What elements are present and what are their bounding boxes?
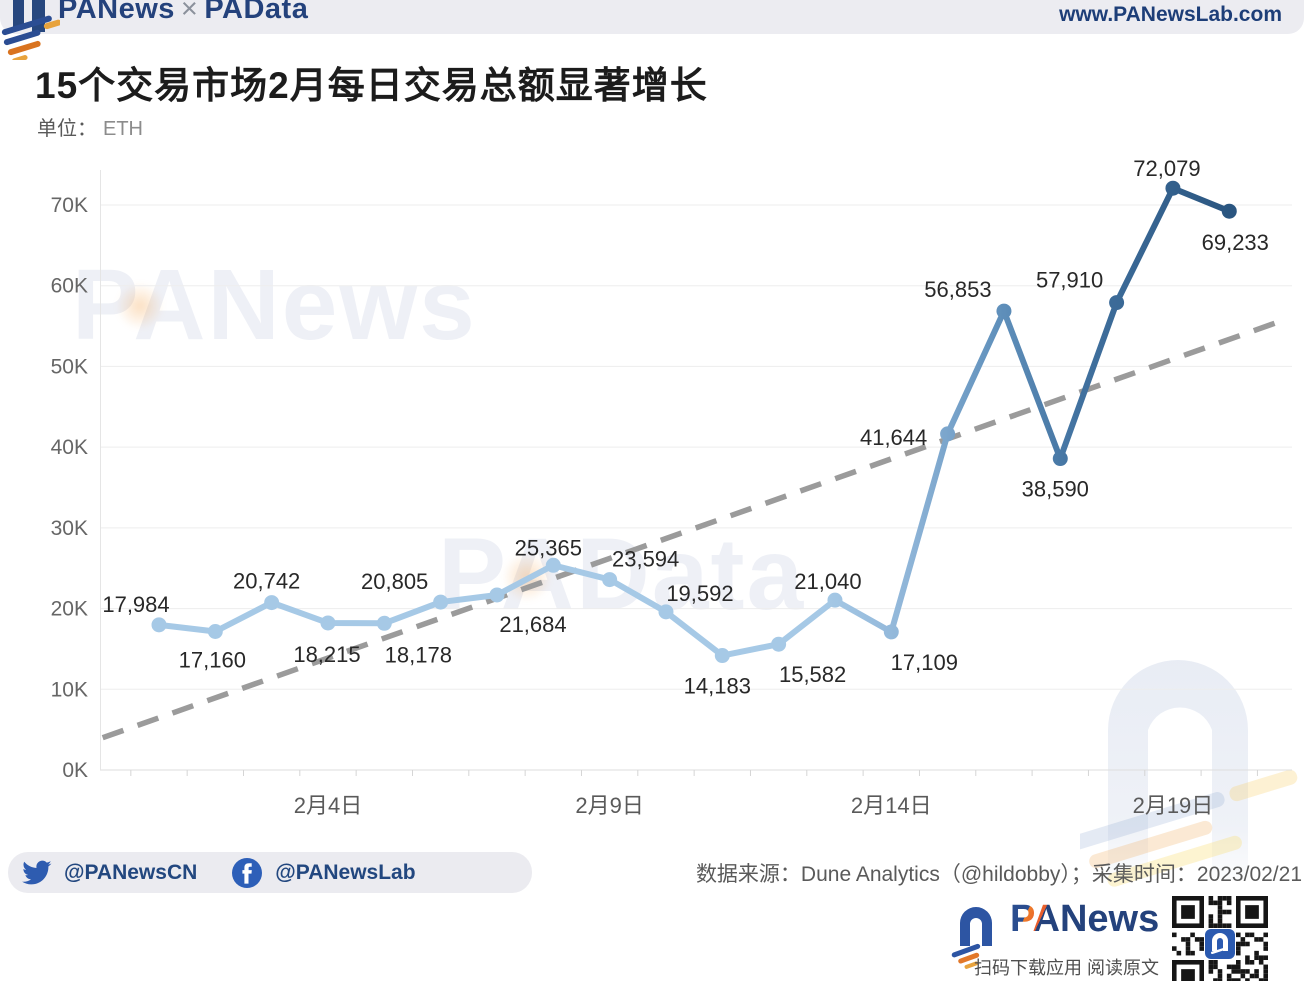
svg-text:69,233: 69,233: [1202, 230, 1269, 255]
site-url[interactable]: www.PANewsLab.com: [1059, 3, 1282, 26]
twitter-handle[interactable]: @PANewsCN: [64, 860, 198, 884]
header-logo-lockup: PANews × PAData: [0, 0, 308, 65]
svg-text:38,590: 38,590: [1022, 477, 1089, 502]
qr-caption: 扫码下载应用 阅读原文: [974, 958, 1159, 978]
watermark-panews: PANews: [72, 249, 477, 361]
facebook-icon[interactable]: [231, 857, 263, 889]
logo-separator: ×: [180, 0, 199, 25]
panews-magnet-icon: [951, 907, 992, 969]
brand-pa: PA: [1010, 898, 1060, 940]
svg-text:2月4日: 2月4日: [294, 793, 362, 818]
svg-text:60K: 60K: [51, 275, 88, 298]
svg-text:21,040: 21,040: [794, 569, 861, 594]
svg-text:57,910: 57,910: [1036, 268, 1103, 293]
watermark-magnet-logo: [1080, 660, 1298, 887]
svg-text:18,215: 18,215: [293, 642, 360, 667]
twitter-icon[interactable]: [22, 860, 52, 886]
brand-name: PANews: [1010, 898, 1159, 941]
unit-label: 单位：: [37, 118, 97, 140]
svg-text:20,805: 20,805: [361, 569, 428, 594]
svg-text:0K: 0K: [62, 759, 88, 782]
svg-text:10K: 10K: [51, 678, 88, 701]
facebook-handle[interactable]: @PANewsLab: [275, 860, 416, 884]
brand-news: News: [1059, 898, 1160, 940]
svg-text:18,178: 18,178: [385, 642, 452, 667]
logo-padata: PAData: [204, 0, 309, 25]
svg-text:2月14日: 2月14日: [851, 793, 932, 818]
svg-text:15,582: 15,582: [779, 662, 846, 687]
svg-text:20,742: 20,742: [233, 569, 300, 594]
svg-text:25,365: 25,365: [515, 535, 582, 560]
svg-text:17,109: 17,109: [891, 650, 958, 675]
header-logo-text: PANews × PAData: [58, 0, 308, 26]
svg-text:40K: 40K: [51, 436, 88, 459]
svg-text:70K: 70K: [51, 194, 88, 217]
qr-code: [1172, 896, 1268, 981]
unit-value: ETH: [103, 118, 143, 140]
svg-text:72,079: 72,079: [1133, 156, 1200, 181]
logo-panews: PANews: [58, 0, 175, 25]
svg-text:14,183: 14,183: [684, 674, 751, 699]
watermark-orange-accent: [116, 282, 164, 330]
svg-text:17,984: 17,984: [102, 592, 169, 617]
svg-text:50K: 50K: [51, 355, 88, 378]
svg-text:21,684: 21,684: [499, 612, 566, 637]
svg-text:20K: 20K: [51, 598, 88, 621]
svg-text:17,160: 17,160: [179, 647, 246, 672]
data-source-text: 数据来源：Dune Analytics（@hildobby）；采集时间：2023…: [695, 863, 1302, 886]
svg-text:41,644: 41,644: [860, 425, 927, 450]
header-bar: [0, 0, 1304, 34]
panews-logo-icon: [1, 0, 62, 64]
svg-text:2月9日: 2月9日: [575, 793, 643, 818]
watermark-padata: PAData: [438, 517, 806, 631]
svg-text:2月19日: 2月19日: [1133, 793, 1214, 818]
social-footer-band: @PANewsCN @PANewsLab: [8, 852, 532, 893]
svg-text:56,853: 56,853: [924, 277, 991, 302]
unit-line: 单位： ETH: [37, 112, 143, 141]
page-title: 15个交易市场2月每日交易总额显著增长: [35, 65, 708, 106]
svg-text:30K: 30K: [51, 517, 88, 540]
svg-text:19,592: 19,592: [666, 581, 733, 606]
svg-text:23,594: 23,594: [612, 547, 679, 572]
brand-block: PANews 扫码下载应用 阅读原文: [948, 892, 1304, 981]
